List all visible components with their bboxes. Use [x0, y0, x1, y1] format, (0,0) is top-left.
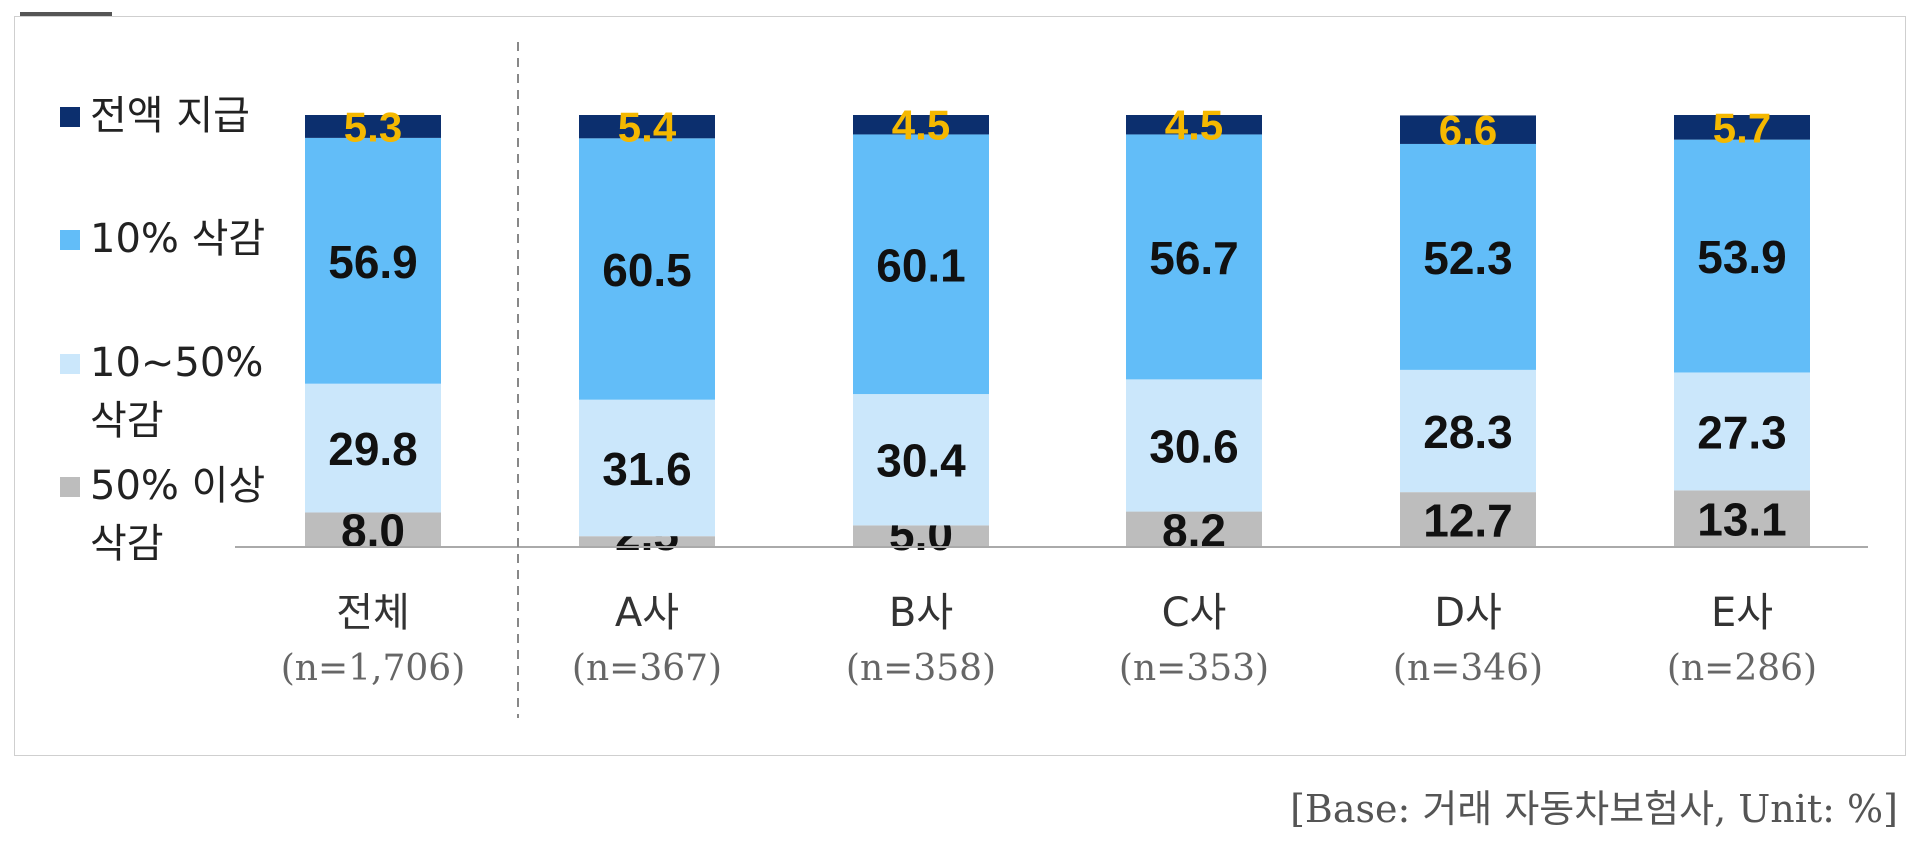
bar-segment-3-1 — [1126, 379, 1262, 512]
legend-swatch-0 — [60, 107, 80, 127]
data-label-2-1: 30.4 — [876, 435, 966, 487]
bar-segment-3-0 — [1126, 511, 1262, 547]
sample-size-label-3: (n=353) — [1119, 648, 1269, 689]
category-label-5: E사 — [1711, 590, 1773, 636]
bar-segment-4-1 — [1400, 369, 1536, 493]
data-label-3-0: 8.2 — [1162, 504, 1226, 556]
bar-segment-2-2 — [853, 134, 989, 395]
category-label-4: D사 — [1434, 590, 1502, 636]
bar-segment-1-3 — [579, 115, 715, 139]
data-label-5-1: 27.3 — [1697, 406, 1787, 458]
legend-label-2-1: 삭감 — [90, 398, 164, 444]
sample-size-label-0: (n=1,706) — [281, 648, 466, 689]
legend-label-2-0: 10~50% — [90, 340, 263, 386]
data-label-5-2: 53.9 — [1697, 231, 1787, 283]
data-label-3-3: 4.5 — [1165, 102, 1223, 149]
category-label-0: 전체 — [336, 590, 410, 636]
axis: 전체 (n=1,706) A사 (n=367) B사 (n=358) C사 (n=353) D사… — [235, 42, 1868, 718]
data-label-0-3: 5.3 — [344, 103, 402, 150]
data-label-5-3: 5.7 — [1713, 104, 1771, 151]
bar-segment-2-3 — [853, 115, 989, 135]
bar-segment-5-1 — [1674, 372, 1810, 491]
bar-segment-1-0 — [579, 536, 715, 547]
legend-label-3-0: 50% 이상 — [90, 463, 265, 509]
bar-segment-5-3 — [1674, 115, 1810, 140]
category-label-3: C사 — [1162, 590, 1227, 636]
legend-swatch-3 — [60, 477, 80, 497]
bar-segment-4-2 — [1400, 143, 1536, 370]
bar-segment-0-0 — [305, 512, 441, 547]
sample-size-label-5: (n=286) — [1667, 648, 1817, 689]
sample-size-label-4: (n=346) — [1393, 648, 1543, 689]
legend-swatch-1 — [60, 230, 80, 250]
bars: 8.029.856.95.32.531.660.55.45.030.460.14… — [305, 102, 1810, 560]
data-label-4-2: 52.3 — [1423, 232, 1513, 284]
data-label-4-0: 12.7 — [1423, 495, 1513, 547]
bar-segment-0-2 — [305, 137, 441, 384]
legend-label-3-1: 삭감 — [90, 521, 164, 567]
top-tab-marker — [20, 12, 112, 18]
sample-size-label-1: (n=367) — [572, 648, 722, 689]
data-label-3-2: 56.7 — [1149, 232, 1239, 284]
data-label-1-2: 60.5 — [602, 244, 692, 296]
bar-segment-2-1 — [853, 394, 989, 526]
data-label-4-1: 28.3 — [1423, 406, 1513, 458]
bar-segment-3-3 — [1126, 115, 1262, 135]
bar-segment-5-2 — [1674, 139, 1810, 373]
data-label-0-2: 56.9 — [328, 236, 418, 288]
data-label-0-1: 29.8 — [328, 423, 418, 475]
bar-segment-0-1 — [305, 383, 441, 513]
data-label-2-2: 60.1 — [876, 239, 966, 291]
bar-segment-5-0 — [1674, 490, 1810, 547]
legend-label-0-0: 전액 지급 — [90, 93, 250, 139]
sample-size-label-2: (n=358) — [846, 648, 996, 689]
bar-segment-1-2 — [579, 138, 715, 400]
bar-segment-2-0 — [853, 525, 989, 547]
bar-segment-1-1 — [579, 399, 715, 537]
data-label-5-0: 13.1 — [1697, 494, 1787, 546]
data-label-1-1: 31.6 — [602, 443, 692, 495]
data-label-2-3: 4.5 — [892, 102, 950, 149]
source-note: [Base: 거래 자동차보험사, Unit: %] — [1290, 787, 1898, 831]
bar-segment-0-3 — [305, 115, 441, 138]
category-label-1: A사 — [615, 590, 679, 636]
legend-label-1-0: 10% 삭감 — [90, 216, 265, 262]
legend-swatch-2 — [60, 354, 80, 374]
bar-segment-4-0 — [1400, 492, 1536, 547]
data-label-3-1: 30.6 — [1149, 420, 1239, 472]
data-label-4-3: 6.6 — [1439, 107, 1497, 154]
data-label-0-0: 8.0 — [341, 505, 405, 557]
bar-segment-4-3 — [1400, 115, 1536, 144]
category-label-2: B사 — [889, 590, 953, 636]
bar-segment-3-2 — [1126, 134, 1262, 380]
data-label-1-3: 5.4 — [618, 104, 677, 151]
